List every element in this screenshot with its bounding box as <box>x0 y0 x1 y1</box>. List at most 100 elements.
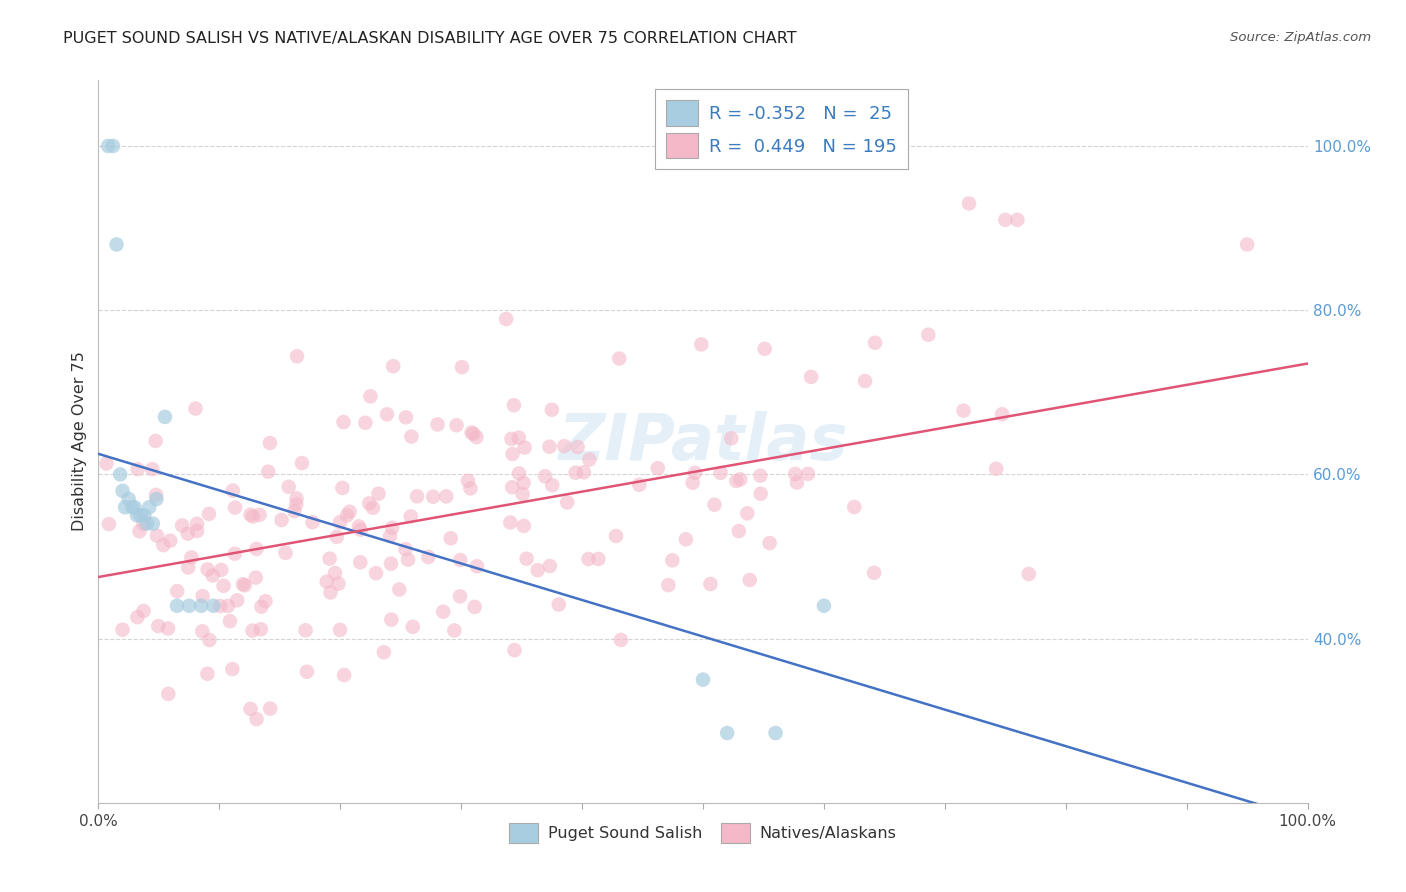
Point <box>813 599 835 613</box>
Point <box>661 553 683 567</box>
Point <box>720 431 742 445</box>
Point <box>460 425 482 440</box>
Point <box>254 594 277 608</box>
Point <box>191 624 214 639</box>
Point <box>512 475 534 490</box>
Point <box>564 466 586 480</box>
Point <box>863 335 886 350</box>
Point <box>190 599 212 613</box>
Point <box>201 568 224 582</box>
Point <box>716 726 738 740</box>
Point <box>1007 212 1029 227</box>
Point <box>690 337 713 351</box>
Point <box>354 416 377 430</box>
Point <box>166 584 188 599</box>
Point <box>588 552 610 566</box>
Point <box>367 486 389 500</box>
Point <box>195 666 218 681</box>
Point <box>359 389 381 403</box>
Point <box>212 579 235 593</box>
Point <box>114 500 136 515</box>
Point <box>380 557 402 571</box>
Point <box>105 237 128 252</box>
Point <box>457 474 479 488</box>
Point <box>245 541 267 556</box>
Point <box>349 523 371 537</box>
Point <box>402 620 425 634</box>
Point <box>508 431 530 445</box>
Legend: Puget Sound Salish, Natives/Alaskans: Puget Sound Salish, Natives/Alaskans <box>503 817 903 849</box>
Point <box>754 342 776 356</box>
Point <box>703 498 725 512</box>
Point <box>957 196 980 211</box>
Point <box>232 577 254 591</box>
Point <box>758 536 780 550</box>
Point <box>198 507 221 521</box>
Point <box>526 563 548 577</box>
Point <box>274 546 297 560</box>
Point <box>242 624 264 638</box>
Point <box>503 643 526 657</box>
Point <box>191 589 214 603</box>
Point <box>749 487 772 501</box>
Point <box>785 467 807 481</box>
Point <box>567 440 589 454</box>
Point <box>432 605 454 619</box>
Point <box>361 500 384 515</box>
Point <box>449 590 471 604</box>
Point <box>347 519 370 533</box>
Point <box>797 467 820 481</box>
Point <box>318 551 340 566</box>
Point <box>572 465 595 479</box>
Point <box>657 578 679 592</box>
Point <box>233 578 256 592</box>
Point <box>553 439 575 453</box>
Point <box>329 623 352 637</box>
Point <box>1236 237 1258 252</box>
Point <box>217 599 239 613</box>
Point <box>844 500 866 514</box>
Point <box>277 480 299 494</box>
Point <box>495 312 517 326</box>
Point <box>326 530 349 544</box>
Point <box>378 529 401 543</box>
Point <box>145 491 167 506</box>
Point <box>513 519 536 533</box>
Point <box>406 489 429 503</box>
Point <box>157 687 180 701</box>
Point <box>118 491 141 506</box>
Point <box>224 547 246 561</box>
Point <box>245 712 267 726</box>
Point <box>159 533 181 548</box>
Point <box>502 398 524 412</box>
Point <box>501 480 523 494</box>
Point <box>512 487 534 501</box>
Point <box>127 508 149 523</box>
Point <box>534 469 557 483</box>
Point <box>127 462 149 476</box>
Point <box>359 496 381 510</box>
Point <box>749 468 772 483</box>
Point <box>730 472 752 486</box>
Point <box>541 478 564 492</box>
Point <box>319 585 342 599</box>
Point <box>610 632 633 647</box>
Point <box>259 701 281 715</box>
Point <box>132 516 155 531</box>
Point <box>502 447 524 461</box>
Point <box>239 702 262 716</box>
Point <box>434 490 457 504</box>
Point <box>146 528 169 542</box>
Point <box>333 668 356 682</box>
Point <box>186 516 208 531</box>
Point <box>508 467 530 481</box>
Point <box>464 599 486 614</box>
Point <box>917 327 939 342</box>
Point <box>396 552 419 566</box>
Point <box>226 593 249 607</box>
Point <box>135 516 157 531</box>
Point <box>422 490 444 504</box>
Point <box>418 549 440 564</box>
Point <box>142 516 165 531</box>
Point <box>138 500 160 515</box>
